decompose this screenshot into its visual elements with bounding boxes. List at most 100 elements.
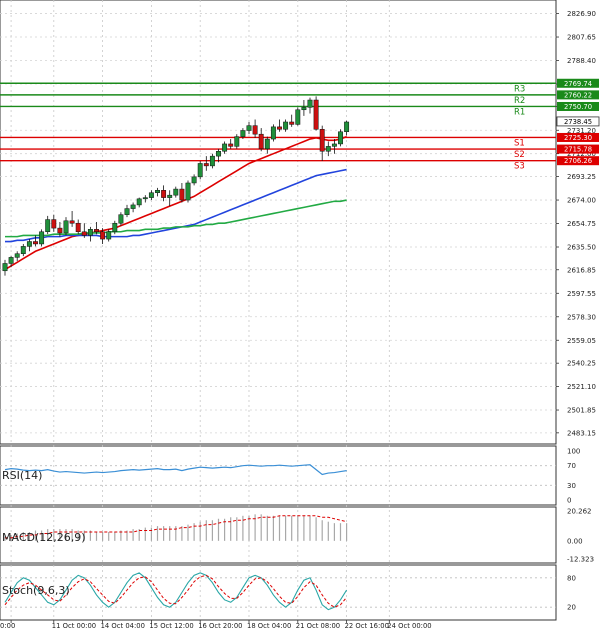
candle-body [87, 229, 93, 236]
candle-body [283, 121, 289, 130]
rsi-panel[interactable]: RSI(14) [0, 464, 556, 486]
candle-body [33, 241, 38, 245]
level-tag-label-r3: 2769.74 [564, 80, 592, 88]
panel-frame [0, 0, 557, 445]
x-tick-label: 24 Oct 00:00 [387, 622, 431, 630]
rsi-tick-label: 70 [567, 462, 576, 470]
y-tick-label: 2654.75 [567, 220, 596, 228]
candle-body [252, 125, 258, 135]
candle-body [234, 136, 240, 147]
candle-body [240, 130, 246, 137]
level-name-s1: S1 [514, 138, 525, 148]
macd-tick-label: 20.262 [567, 508, 592, 516]
candle-body [14, 253, 20, 258]
stoch-d-line [4, 574, 347, 608]
candle-body [106, 231, 112, 240]
y-tick-label: 2712.00 [567, 150, 596, 158]
macd-title: MACD(12,26,9) [2, 531, 86, 544]
level-tag-label-r1: 2750.70 [564, 103, 592, 111]
candle-body [173, 188, 179, 196]
candle-body [191, 176, 197, 184]
candle-body [331, 143, 337, 147]
moving-average-line [5, 199, 347, 238]
candle-body [39, 231, 45, 245]
y-tick-label: 2635.50 [567, 244, 596, 252]
rsi-tick-label: 0 [567, 497, 571, 505]
candle-body [222, 143, 228, 152]
candle-body [319, 129, 325, 152]
moving-average-line [4, 135, 347, 271]
candle-body [130, 204, 136, 209]
stoch-tick-label: 20 [567, 604, 576, 612]
level-tag-label-s1: 2725.30 [564, 134, 592, 142]
y-tick-label: 2693.25 [567, 173, 596, 181]
candle-body [142, 197, 148, 200]
candle-body [295, 109, 301, 125]
y-tick-label: 2731.20 [567, 127, 596, 135]
level-tag-r1 [557, 101, 599, 111]
candle-body [179, 188, 185, 201]
candle-body [277, 126, 282, 130]
candle-body [26, 241, 32, 247]
moving-average-line [5, 168, 347, 243]
level-tag-r2 [557, 90, 599, 100]
candle-body [228, 143, 234, 147]
grid-layer [0, 0, 557, 621]
axes-layer: 2826.902807.652788.402769.152750.702731.… [0, 10, 600, 630]
rsi-title: RSI(14) [2, 469, 42, 482]
y-tick-label: 2826.90 [567, 10, 596, 18]
stoch-title: Stoch(9,6,3) [2, 584, 70, 597]
level-name-s2: S2 [514, 150, 525, 160]
x-tick-label: 16 Oct 20:00 [198, 622, 242, 630]
level-name-r3: R3 [514, 84, 525, 94]
candle-body [344, 121, 350, 132]
candle-body [112, 222, 118, 233]
candle-body [161, 190, 167, 198]
candle-body [301, 107, 307, 111]
candle-body [325, 146, 331, 152]
x-tick-label: 18 Oct 04:00 [247, 622, 291, 630]
rsi-tick-label: 100 [567, 448, 580, 456]
macd-tick-label: 0.00 [567, 537, 583, 545]
candle-body [148, 192, 154, 198]
level-name-s3: S3 [514, 162, 525, 172]
stoch-panel[interactable]: Stoch(9,6,3) [0, 572, 556, 611]
candle-body [155, 190, 160, 193]
candle-body [100, 231, 106, 240]
rsi-line [4, 464, 347, 476]
level-tag-s1 [557, 132, 599, 142]
y-tick-label: 2807.65 [567, 34, 596, 42]
y-tick-label: 2483.15 [567, 429, 596, 437]
macd-tick-label: -12.323 [567, 556, 594, 564]
x-tick-label: 0:00 [0, 622, 15, 630]
candle-body [185, 182, 191, 201]
candle-body [57, 227, 63, 234]
x-tick-label: 22 Oct 16:00 [345, 622, 389, 630]
y-tick-label: 2559.05 [567, 337, 596, 345]
candle-body [197, 163, 203, 178]
candle-body [94, 229, 99, 233]
candle-body [209, 155, 215, 167]
x-tick-label: 21 Oct 08:00 [296, 622, 340, 630]
candle-body [51, 219, 57, 229]
stoch-k-line [4, 572, 348, 611]
panel-frame [0, 506, 557, 564]
candle-body [264, 138, 270, 150]
y-tick-label: 2616.85 [567, 266, 596, 274]
candle-body [216, 151, 221, 157]
candle-body [8, 257, 14, 264]
candle-body [69, 220, 75, 224]
candle-body [136, 198, 142, 206]
candle-body [203, 163, 209, 167]
macd-panel[interactable]: MACD(12,26,9) [2, 514, 348, 544]
y-tick-label: 2540.25 [567, 360, 596, 368]
y-tick-label: 2578.30 [567, 313, 596, 321]
stoch-tick-label: 80 [567, 574, 576, 582]
candle-body [167, 194, 173, 198]
y-tick-label: 2501.85 [567, 407, 596, 415]
level-tag-r3 [557, 78, 599, 88]
level-tag-label-s2: 2715.78 [564, 146, 592, 154]
